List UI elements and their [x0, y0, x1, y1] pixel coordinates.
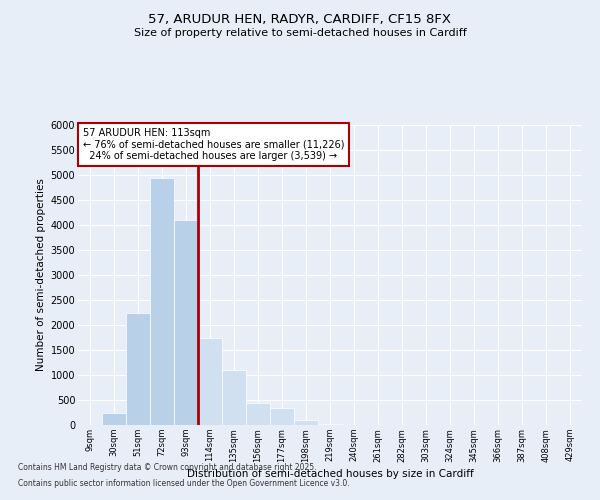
Bar: [150, 178, 174, 425]
Bar: [222, 370, 246, 425]
Bar: [126, 312, 150, 425]
Bar: [294, 420, 318, 425]
Text: 57 ARUDUR HEN: 113sqm
← 76% of semi-detached houses are smaller (11,226)
  24% o: 57 ARUDUR HEN: 113sqm ← 76% of semi-deta…: [83, 128, 344, 161]
Text: Size of property relative to semi-detached houses in Cardiff: Size of property relative to semi-detach…: [134, 28, 466, 38]
Bar: [270, 408, 294, 425]
Bar: [102, 412, 126, 425]
Bar: [246, 402, 270, 425]
Text: 57, ARUDUR HEN, RADYR, CARDIFF, CF15 8FX: 57, ARUDUR HEN, RADYR, CARDIFF, CF15 8FX: [149, 12, 452, 26]
Bar: [174, 220, 198, 425]
Text: Contains public sector information licensed under the Open Government Licence v3: Contains public sector information licen…: [18, 479, 350, 488]
Bar: [318, 424, 342, 425]
Bar: [198, 338, 222, 425]
Bar: [342, 424, 366, 425]
Y-axis label: Number of semi-detached properties: Number of semi-detached properties: [37, 178, 46, 372]
X-axis label: Distribution of semi-detached houses by size in Cardiff: Distribution of semi-detached houses by …: [187, 468, 473, 478]
Text: Contains HM Land Registry data © Crown copyright and database right 2025.: Contains HM Land Registry data © Crown c…: [18, 462, 317, 471]
